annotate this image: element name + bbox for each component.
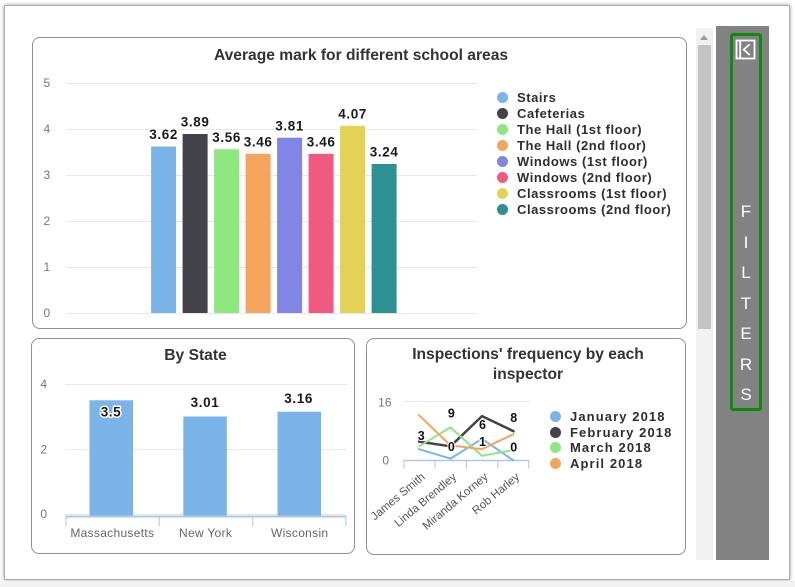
svg-text:3.01: 3.01 <box>191 395 220 410</box>
svg-text:3.81: 3.81 <box>275 118 304 133</box>
svg-text:0: 0 <box>44 306 51 320</box>
svg-text:3.16: 3.16 <box>284 391 313 406</box>
svg-text:1: 1 <box>479 435 486 449</box>
svg-text:16: 16 <box>378 396 392 410</box>
svg-text:4: 4 <box>40 377 47 391</box>
svg-text:4: 4 <box>44 122 51 136</box>
svg-text:3.24: 3.24 <box>370 145 399 160</box>
svg-text:3.89: 3.89 <box>181 115 210 130</box>
svg-text:0: 0 <box>382 454 389 468</box>
svg-text:4.07: 4.07 <box>338 107 367 122</box>
svg-text:2: 2 <box>44 214 51 228</box>
svg-text:3.56: 3.56 <box>212 130 241 145</box>
svg-text:2: 2 <box>40 442 47 456</box>
svg-text:6: 6 <box>479 418 486 432</box>
svg-text:1: 1 <box>44 260 51 274</box>
svg-text:0: 0 <box>448 440 455 454</box>
svg-text:0: 0 <box>40 507 47 521</box>
svg-text:3.62: 3.62 <box>149 127 178 142</box>
svg-text:3.46: 3.46 <box>244 135 273 150</box>
svg-text:0: 0 <box>510 441 517 455</box>
svg-text:3.5: 3.5 <box>101 405 122 420</box>
svg-text:9: 9 <box>448 407 455 421</box>
svg-text:3.46: 3.46 <box>307 135 336 150</box>
svg-text:Wisconsin: Wisconsin <box>271 526 328 540</box>
svg-text:3: 3 <box>44 168 51 182</box>
svg-text:8: 8 <box>510 411 517 425</box>
svg-text:Massachusetts: Massachusetts <box>70 526 154 540</box>
svg-text:3: 3 <box>418 429 425 443</box>
svg-text:5: 5 <box>44 76 51 90</box>
svg-text:New York: New York <box>179 526 233 540</box>
